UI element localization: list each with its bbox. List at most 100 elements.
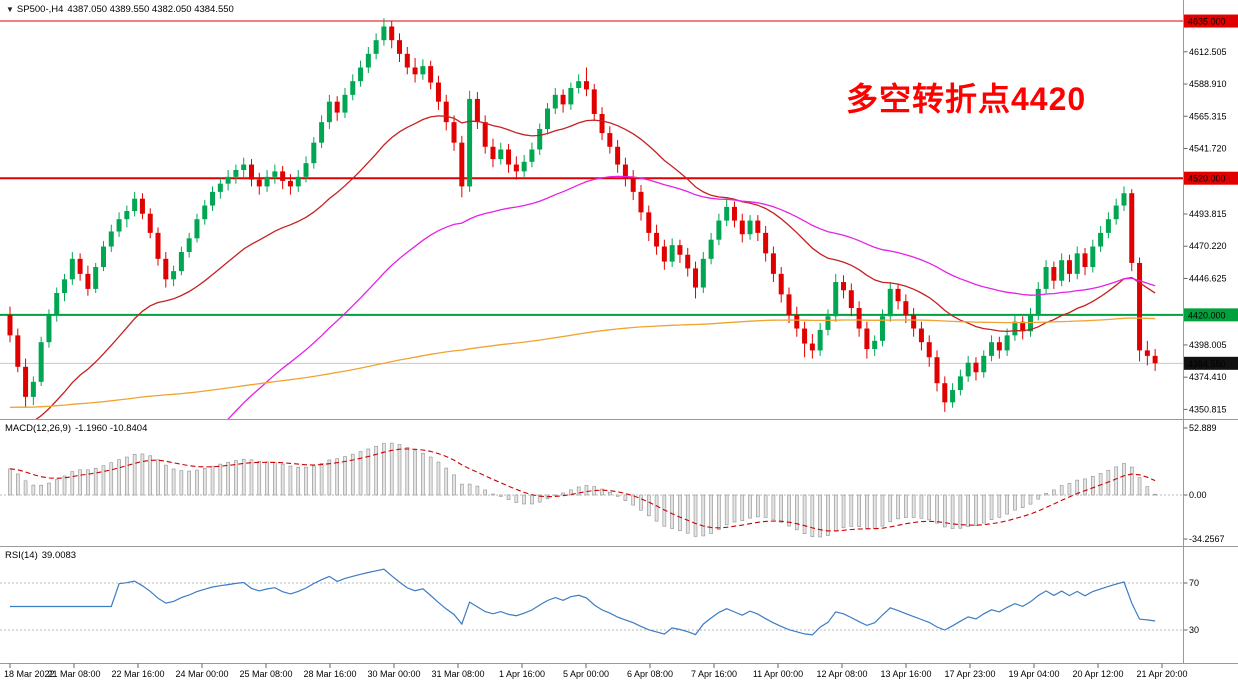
candle-body [171,271,177,280]
candle-body [809,343,815,351]
candle-body [942,383,948,403]
candle-body [287,180,293,187]
candle-body [490,146,496,160]
candle-body [443,101,449,123]
candle-body [194,219,200,239]
macd-histogram-bar [639,494,643,511]
price-axis-label: 4350.815 [1189,404,1227,414]
macd-values: -1.1960 -10.8404 [75,423,148,434]
candle-body [677,245,683,255]
macd-histogram-bar [950,494,955,529]
candle-body [389,26,395,41]
price-axis-label: 4541.720 [1189,144,1227,154]
macd-panel[interactable] [0,442,1183,538]
date-label: 13 Apr 16:00 [880,669,931,679]
price-axis[interactable]: 4612.505 4588.910 4565.315 4541.720 4493.815… [1183,14,1238,635]
macd-histogram-bar [833,494,838,532]
candle-body [646,212,652,233]
macd-histogram-bar [241,458,246,496]
macd-histogram-bar [47,482,51,496]
candle-body [763,232,769,254]
candle-body [591,89,597,114]
candle-body [420,66,426,75]
macd-histogram-bar [1075,479,1080,496]
candle-body [1090,246,1096,268]
candle-body [1043,267,1049,289]
macd-histogram-bar [125,456,129,496]
candle-body [1035,288,1041,315]
candle-body [124,211,130,220]
macd-histogram-bar [389,442,394,496]
macd-histogram-bar [779,494,784,523]
macd-histogram-bar [514,494,519,503]
candle-body [1098,232,1104,247]
symbol-period-label: SP500-,H4 [16,4,64,15]
macd-histogram-bar [1145,486,1150,496]
candle-body [615,146,621,165]
candle-body [864,328,870,350]
price-badge [1184,356,1238,370]
macd-histogram-bar [179,470,184,496]
candle-body [1051,267,1057,281]
macd-histogram-bar [15,473,20,496]
candle-body [30,381,36,397]
macd-histogram-bar [1137,477,1142,496]
macd-histogram-bar [54,479,59,496]
candle-body [1004,335,1010,351]
macd-histogram-bar [857,494,861,527]
candle-body [1152,355,1158,364]
macd-histogram-bar [23,480,28,496]
macd-histogram-bar [304,466,308,496]
macd-histogram-bar [1044,492,1048,496]
macd-histogram-bar [374,445,378,496]
price-badge-label: 4420.000 [1188,310,1226,320]
macd-histogram-bar [740,494,745,521]
macd-histogram-bar [460,483,464,496]
macd-histogram-bar [467,483,472,496]
candle-body [38,342,44,382]
macd-histogram-bar [148,455,153,496]
candle-body [716,220,722,240]
macd-histogram-bar [109,462,114,496]
candle-body [654,232,660,247]
macd-histogram-bar [249,459,254,496]
macd-histogram-bar [280,463,285,496]
macd-histogram-bar [491,493,495,496]
date-label: 24 Mar 00:00 [175,669,228,679]
candle-body [957,376,963,391]
macd-histogram-bar [350,453,355,496]
macd-histogram-bar [724,494,729,526]
candle-body [77,258,83,274]
rsi-panel[interactable] [0,568,1183,636]
axes-frame [0,0,1238,664]
candle-body [1121,193,1127,206]
macd-histogram-bar [428,456,433,496]
macd-histogram-bar [888,494,893,522]
macd-histogram-bar [904,494,908,518]
rsi-axis-label: 30 [1189,625,1199,635]
candle-body [163,258,169,280]
candle-body [311,142,317,164]
candle-body [700,258,706,288]
candle-body [326,101,332,123]
macd-histogram-bar [646,494,651,517]
candle-body [7,314,13,336]
macd-histogram-bar [615,494,620,497]
macd-histogram-bar [171,468,176,496]
macd-histogram-bar [86,469,90,496]
date-label: 17 Apr 23:00 [944,669,995,679]
candle-body [256,179,262,187]
macd-legend: MACD(12,26,9) -1.1960 -10.8404 [5,423,147,435]
candle-body [560,94,566,105]
macd-histogram-bar [195,469,199,496]
candles-layer [7,18,1158,412]
candle-body [926,342,932,358]
candle-body [295,176,301,187]
candle-body [918,328,924,343]
macd-histogram-bar [802,494,807,534]
macd-histogram-bar [319,463,324,496]
main-chart-panel[interactable] [0,18,1183,685]
candle-body [630,178,636,192]
